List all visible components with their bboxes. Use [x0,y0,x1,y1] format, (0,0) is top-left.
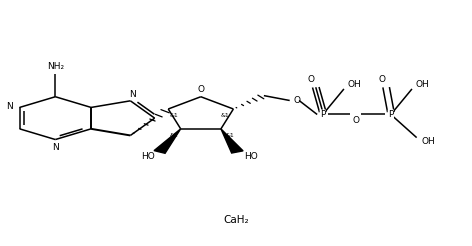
Text: OH: OH [421,138,435,146]
Text: &1: &1 [169,113,178,118]
Text: &1: &1 [220,113,229,118]
Polygon shape [154,129,181,153]
Text: O: O [197,85,204,94]
Text: O: O [308,76,314,84]
Text: O: O [352,116,359,125]
Text: CaH₂: CaH₂ [223,215,249,225]
Text: N: N [52,143,59,152]
Text: O: O [294,95,301,105]
Text: O: O [379,76,386,84]
Text: &1: &1 [169,133,178,138]
Text: OH: OH [347,80,361,89]
Text: NH₂: NH₂ [47,62,64,71]
Text: &1: &1 [226,133,235,138]
Text: P: P [320,110,326,119]
Text: HO: HO [141,152,155,161]
Text: HO: HO [244,152,258,161]
Text: N: N [6,102,13,111]
Polygon shape [221,129,243,153]
Text: OH: OH [415,80,429,89]
Text: P: P [388,110,394,119]
Text: N: N [129,90,136,98]
